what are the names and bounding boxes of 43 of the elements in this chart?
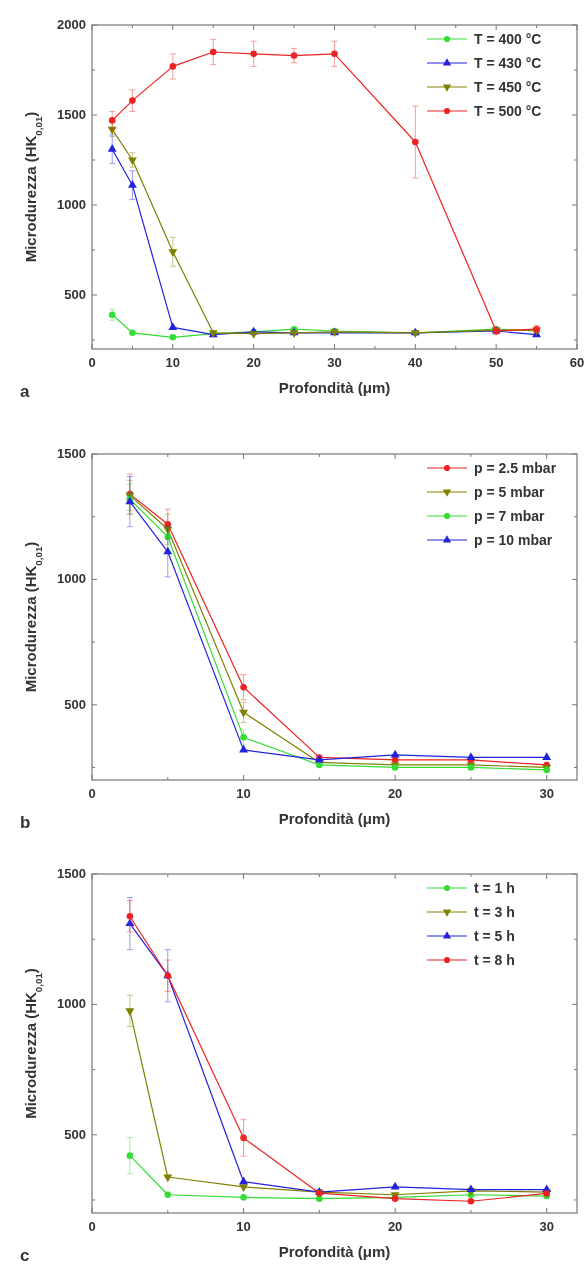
y-tick-label: 2000 — [57, 17, 86, 32]
y-tick-label: 1500 — [57, 107, 86, 122]
text: a — [20, 382, 30, 401]
x-tick-label: 20 — [387, 786, 403, 801]
y-tick-label: 500 — [64, 696, 86, 712]
y-tick-label: 1000 — [57, 197, 86, 212]
text: c — [20, 1246, 30, 1265]
legend-label: t = 1 h — [474, 880, 515, 896]
x-tick-label: 30 — [539, 786, 554, 801]
legend-label: t = 3 h — [474, 904, 515, 920]
x-tick-label: 0 — [88, 786, 96, 801]
y-tick-label: 1000 — [57, 571, 86, 587]
legend-label: p = 5 mbar — [474, 484, 545, 500]
legend-label: T = 450 °C — [474, 79, 542, 95]
x-tick-label: 40 — [408, 355, 423, 370]
y-tick-label: 1000 — [57, 996, 86, 1012]
x-tick-label: 20 — [387, 1219, 403, 1234]
y-tick-label: 1500 — [57, 446, 86, 461]
legend-label: t = 5 h — [474, 928, 515, 944]
legend-label: p = 10 mbar — [474, 532, 553, 548]
x-tick-label: 0 — [88, 355, 96, 370]
legend-label: t = 8 h — [474, 952, 515, 968]
x-axis-title: Profondità (μm) — [278, 1243, 391, 1260]
x-tick-label: 0 — [88, 1219, 96, 1234]
x-tick-label: 30 — [327, 355, 342, 370]
x-tick-label: 30 — [539, 1219, 554, 1234]
x-tick-label: 10 — [165, 355, 181, 370]
x-tick-label: 60 — [569, 355, 585, 370]
legend-label: p = 7 mbar — [474, 508, 545, 524]
legend-label: T = 400 °C — [474, 31, 542, 47]
x-tick-label: 20 — [246, 355, 261, 370]
legend-label: p = 2.5 mbar — [474, 460, 557, 476]
x-tick-label: 50 — [488, 355, 504, 370]
y-tick-label: 500 — [64, 287, 86, 302]
legend-label: T = 500 °C — [474, 103, 542, 119]
text: b — [20, 813, 31, 832]
x-axis-title: Profondità (μm) — [278, 379, 391, 396]
y-tick-label: 1500 — [57, 866, 86, 881]
y-tick-label: 500 — [64, 1126, 86, 1142]
x-tick-label: 10 — [236, 786, 251, 801]
x-tick-label: 10 — [236, 1219, 251, 1234]
x-axis-title: Profondità (μm) — [278, 810, 391, 827]
legend-label: T = 430 °C — [474, 55, 542, 71]
